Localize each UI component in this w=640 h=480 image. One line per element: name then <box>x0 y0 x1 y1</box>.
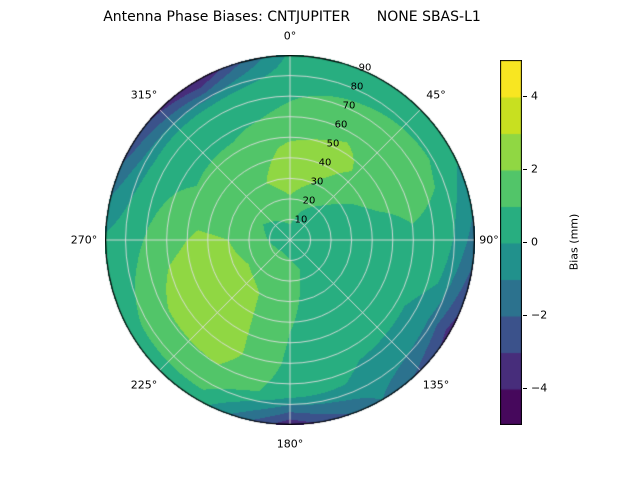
colorbar-tickmark <box>523 242 527 243</box>
colorbar-tick-4: 4 <box>531 89 538 103</box>
r-tick-30: 30 <box>310 176 324 188</box>
theta-tick-90: 90° <box>479 233 499 247</box>
r-tick-60: 60 <box>334 119 348 131</box>
theta-tick-315: 315° <box>130 88 158 102</box>
theta-tick-270: 270° <box>70 233 98 247</box>
colorbar-tickmark <box>523 169 527 170</box>
colorbar-tickmark <box>523 315 527 316</box>
colorbar-tick-m2: −2 <box>531 308 548 322</box>
colorbar-tick-m4: −4 <box>531 381 548 395</box>
r-tick-10: 10 <box>294 214 308 226</box>
colorbar-tick-0: 0 <box>531 235 538 249</box>
colorbar-axis-label: Bias (mm) <box>567 213 581 271</box>
theta-tick-135: 135° <box>422 378 450 392</box>
r-tick-70: 70 <box>342 100 356 112</box>
colorbar-tickmark <box>523 388 527 389</box>
r-tick-40: 40 <box>318 157 332 169</box>
theta-tick-0: 0° <box>283 29 297 43</box>
colorbar-canvas <box>500 60 522 425</box>
theta-tick-225: 225° <box>130 378 158 392</box>
r-tick-90: 90 <box>358 62 372 74</box>
theta-tick-180: 180° <box>276 437 304 451</box>
theta-tick-45: 45° <box>426 88 446 102</box>
r-tick-50: 50 <box>326 138 340 150</box>
chart-title: Antenna Phase Biases: CNTJUPITER NONE SB… <box>103 9 481 25</box>
colorbar-tick-2: 2 <box>531 162 538 176</box>
r-tick-80: 80 <box>350 81 364 93</box>
polar-contour-canvas <box>105 55 475 425</box>
r-tick-20: 20 <box>302 195 316 207</box>
colorbar-tickmark <box>523 96 527 97</box>
